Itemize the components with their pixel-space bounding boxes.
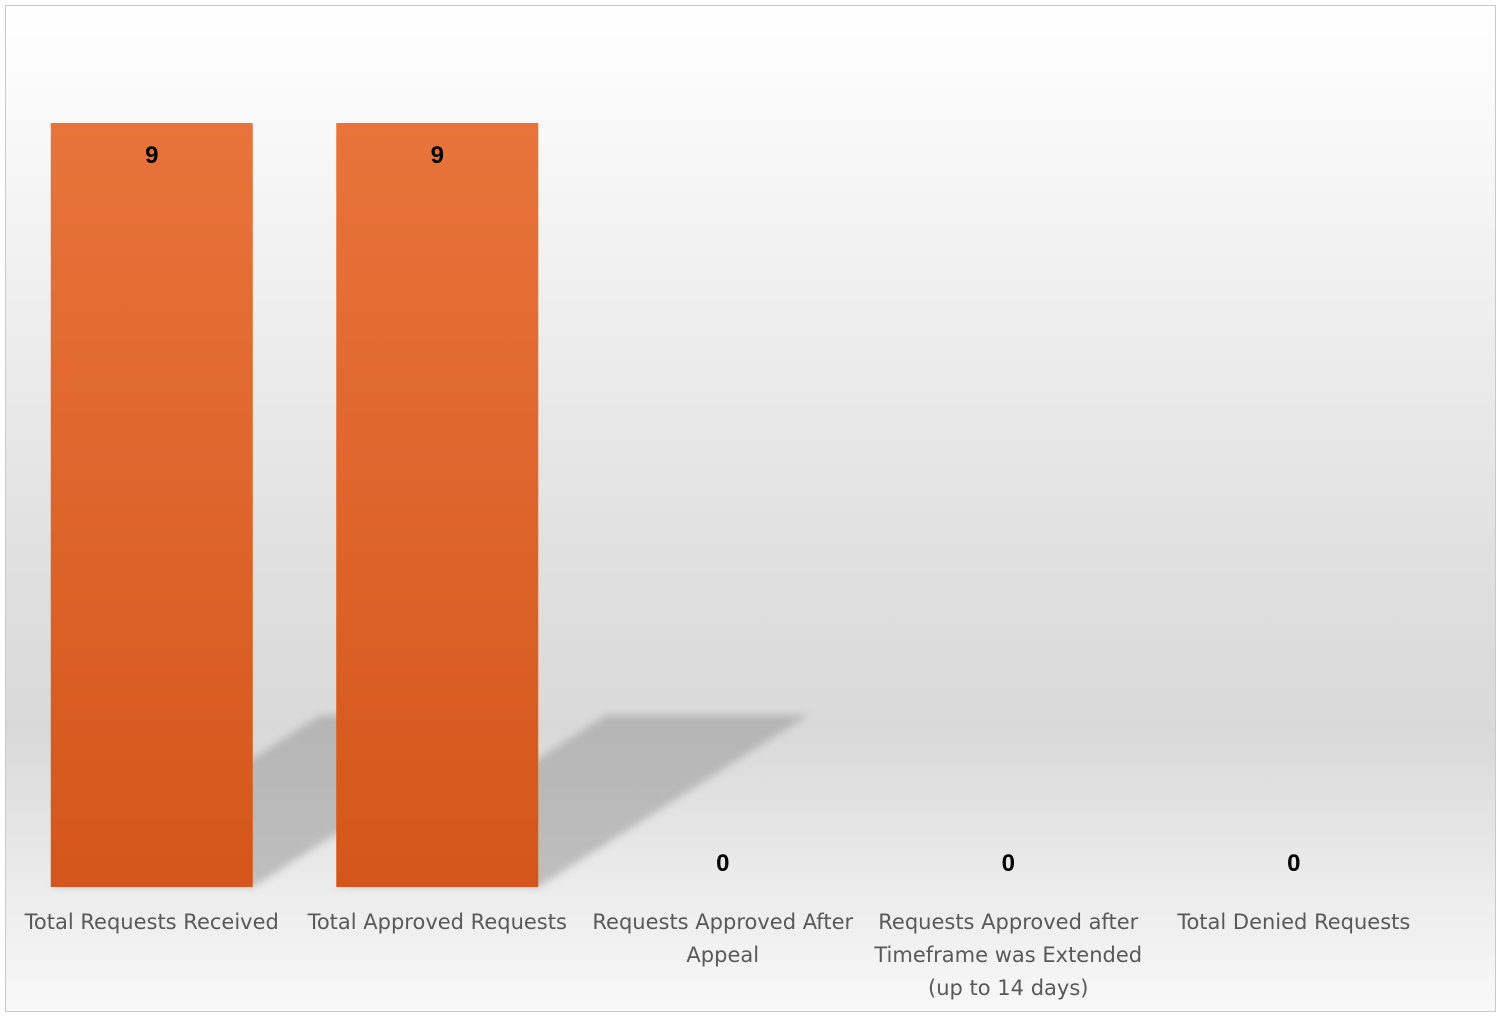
bars bbox=[50, 123, 539, 887]
data-label: 9 bbox=[145, 142, 158, 169]
data-label: 9 bbox=[431, 142, 444, 169]
category-label: Requests Approved After Appeal bbox=[592, 910, 853, 967]
category-labels: Total Requests Received Total Approved Re… bbox=[24, 910, 1411, 1000]
category-label: Total Denied Requests bbox=[1176, 910, 1410, 934]
category-label: Total Requests Received bbox=[24, 910, 279, 934]
bar-chart: 9 9 0 0 0 Total Requests Received Total Appro… bbox=[24, 123, 1411, 1000]
bar bbox=[336, 123, 539, 887]
data-label: 0 bbox=[1287, 850, 1300, 877]
data-label: 0 bbox=[716, 850, 729, 877]
chart-frame: 9 9 0 0 0 Total Requests Received Total Appro… bbox=[5, 5, 1496, 1012]
data-labels: 9 9 0 0 0 bbox=[145, 142, 1300, 877]
bar bbox=[50, 123, 253, 887]
category-label: Total Approved Requests bbox=[307, 910, 567, 934]
category-label: Requests Approved after Timeframe was Ext… bbox=[873, 910, 1142, 1000]
data-label: 0 bbox=[1002, 850, 1015, 877]
